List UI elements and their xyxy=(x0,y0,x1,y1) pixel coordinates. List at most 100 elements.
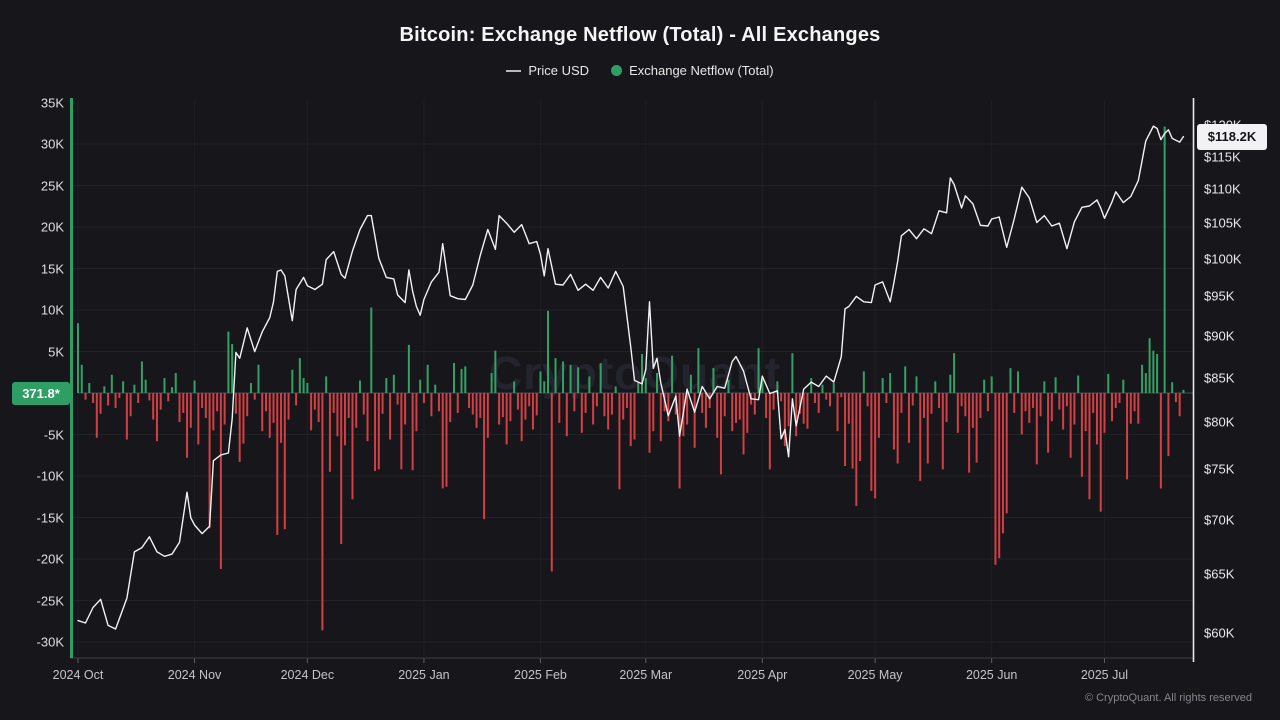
netflow-bar xyxy=(246,393,249,417)
right-axis-tick: $80K xyxy=(1204,414,1235,430)
netflow-bar xyxy=(219,393,222,569)
netflow-bar xyxy=(389,393,392,440)
netflow-bar xyxy=(1095,393,1098,445)
netflow-bar xyxy=(437,393,440,412)
legend-item-price[interactable]: Price USD xyxy=(506,63,589,78)
netflow-bar xyxy=(1013,393,1016,413)
netflow-bar xyxy=(257,364,260,393)
netflow-bar xyxy=(802,393,805,424)
netflow-bar xyxy=(618,393,621,490)
chart-title: Bitcoin: Exchange Netflow (Total) - All … xyxy=(399,24,881,46)
right-axis-tick: $100K xyxy=(1204,251,1242,267)
netflow-bar xyxy=(829,393,831,407)
netflow-bar xyxy=(584,393,587,413)
right-axis-tick: $75K xyxy=(1204,461,1235,477)
netflow-bar xyxy=(456,393,459,413)
netflow-bar xyxy=(313,393,316,410)
netflow-bar xyxy=(1103,393,1106,433)
left-axis-tick: 20K xyxy=(40,219,64,235)
netflow-bar xyxy=(471,393,474,415)
netflow-bar xyxy=(140,361,143,393)
copyright-notice: © CryptoQuant. All rights reserved xyxy=(1084,692,1252,704)
netflow-bar xyxy=(607,393,610,430)
netflow-bar xyxy=(422,393,425,403)
netflow-bar xyxy=(911,393,914,406)
netflow-last-value-badge: 371.8* xyxy=(12,381,70,405)
netflow-bar xyxy=(479,393,482,418)
netflow-bar xyxy=(641,353,643,393)
netflow-bar xyxy=(704,393,707,428)
netflow-bar xyxy=(1058,393,1061,410)
netflow-bar xyxy=(667,393,670,422)
right-axis-tick: $90K xyxy=(1204,328,1235,344)
legend-item-netflow[interactable]: Exchange Netflow (Total) xyxy=(611,63,774,78)
netflow-bar xyxy=(960,393,963,407)
netflow-bar xyxy=(543,381,546,393)
netflow-bar xyxy=(1107,373,1110,393)
netflow-bar xyxy=(697,348,700,393)
netflow-bar xyxy=(678,393,681,489)
netflow-bar xyxy=(1133,393,1136,412)
netflow-bar xyxy=(359,380,361,393)
netflow-bar xyxy=(810,378,813,393)
netflow-bar xyxy=(776,381,779,393)
right-axis-tick: $110K xyxy=(1204,181,1241,197)
netflow-bar xyxy=(347,393,350,418)
netflow-bar xyxy=(746,393,749,433)
netflow-bar xyxy=(862,371,865,393)
netflow-dot-icon xyxy=(611,65,623,76)
netflow-bar xyxy=(1020,393,1023,435)
netflow-bar xyxy=(490,373,493,393)
netflow-bar xyxy=(114,393,117,408)
netflow-bar xyxy=(562,361,565,393)
netflow-bar xyxy=(298,358,301,393)
netflow-bar xyxy=(276,393,279,535)
netflow-bar xyxy=(295,393,298,406)
netflow-bar xyxy=(163,378,166,393)
netflow-bar xyxy=(599,363,602,393)
netflow-bar xyxy=(453,363,455,393)
netflow-bar xyxy=(983,379,986,393)
netflow-bar xyxy=(896,393,899,464)
netflow-bar xyxy=(92,393,95,403)
netflow-bar xyxy=(806,393,809,429)
netflow-bar xyxy=(125,393,128,440)
netflow-bar xyxy=(817,393,820,413)
netflow-bar xyxy=(1062,393,1065,430)
netflow-bar xyxy=(813,393,816,403)
netflow-bar xyxy=(449,393,452,423)
netflow-bar xyxy=(791,353,794,393)
netflow-bar xyxy=(547,310,549,393)
netflow-bar xyxy=(317,393,320,423)
netflow-bar xyxy=(934,381,937,393)
netflow-bar xyxy=(404,393,407,425)
x-axis-tick: 2025 Apr xyxy=(737,668,788,682)
netflow-bar xyxy=(509,393,512,422)
netflow-bar xyxy=(1077,375,1080,393)
netflow-bar xyxy=(426,364,429,393)
netflow-bar xyxy=(434,384,437,393)
netflow-bar xyxy=(355,393,358,428)
left-axis-tick: -15K xyxy=(36,510,64,525)
netflow-bar xyxy=(174,373,177,393)
netflow-bar xyxy=(727,379,730,393)
netflow-bar xyxy=(652,393,655,432)
x-axis-tick: 2024 Dec xyxy=(280,668,335,682)
netflow-bar xyxy=(129,393,132,417)
netflow-bar xyxy=(941,393,944,470)
netflow-bar xyxy=(336,393,339,437)
right-axis-tick: $105K xyxy=(1204,215,1242,231)
netflow-bar xyxy=(633,393,636,440)
netflow-bar xyxy=(204,393,207,418)
netflow-bar xyxy=(926,393,929,464)
netflow-bar xyxy=(1035,393,1038,465)
netflow-bar xyxy=(656,373,659,393)
x-axis-tick: 2025 Feb xyxy=(514,668,567,682)
netflow-bar xyxy=(870,393,873,491)
left-axis-tick: -30K xyxy=(36,634,64,650)
right-axis-tick: $95K xyxy=(1204,288,1235,304)
netflow-bar xyxy=(118,393,121,398)
netflow-bar xyxy=(986,393,989,412)
netflow-bar xyxy=(1043,381,1046,393)
